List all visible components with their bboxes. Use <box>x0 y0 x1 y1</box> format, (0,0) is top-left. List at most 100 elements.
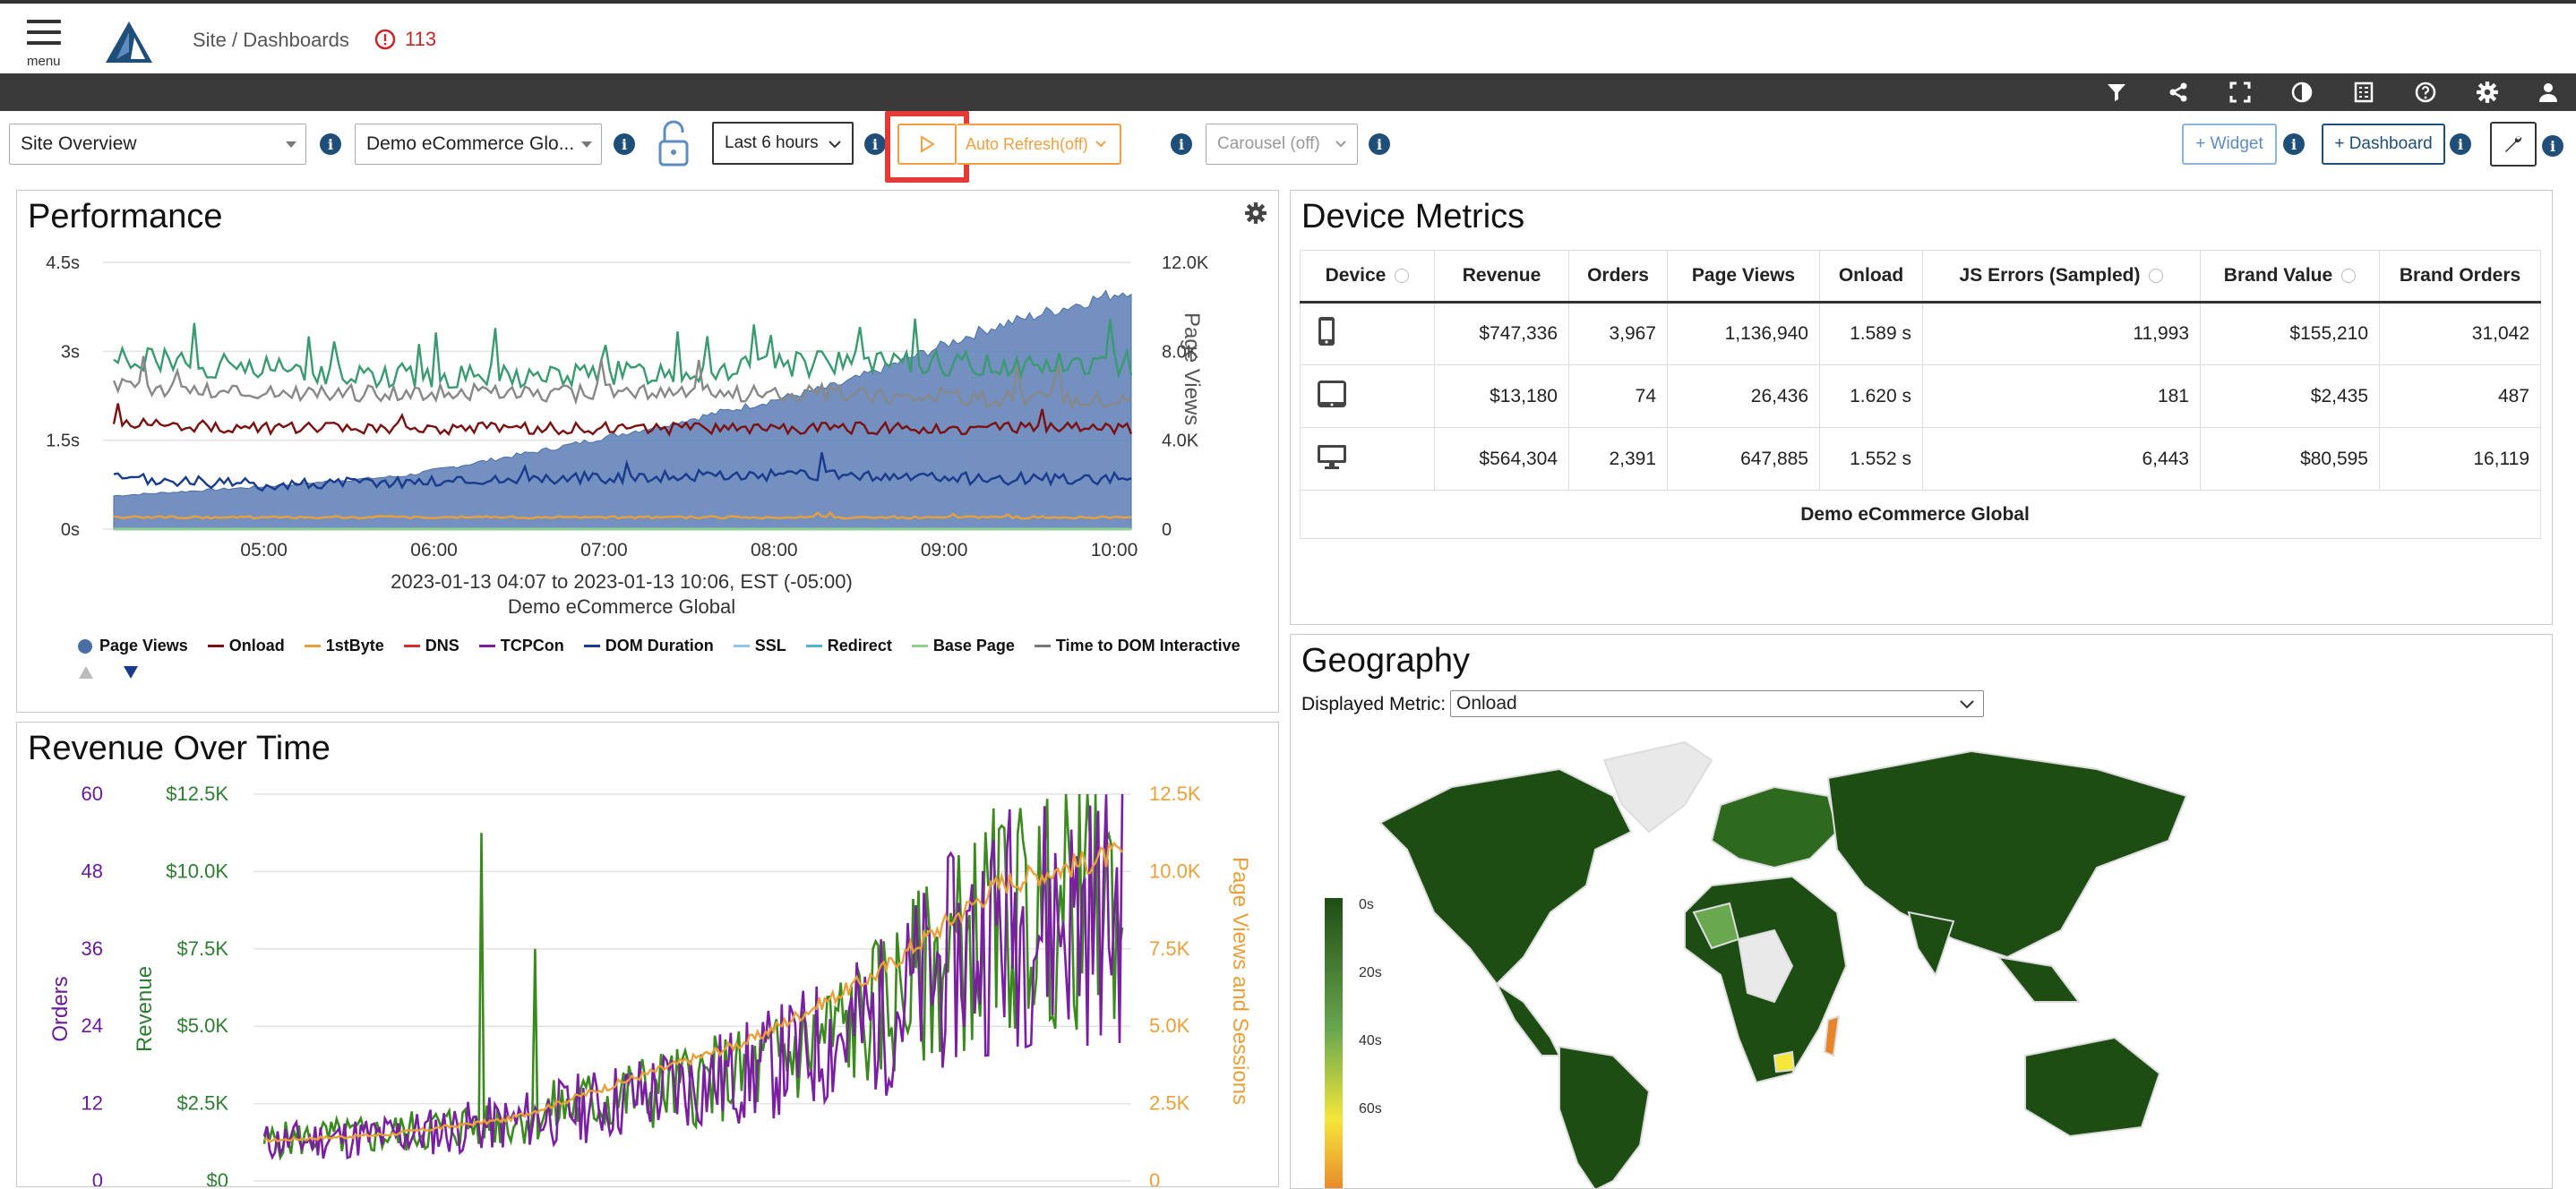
settings-icon[interactable] <box>2474 79 2501 106</box>
dom-duration-line <box>113 452 1132 492</box>
legend-item[interactable]: TCPCon <box>478 637 564 655</box>
column-header[interactable]: Device <box>1300 250 1435 304</box>
app-logo-icon[interactable] <box>104 20 154 69</box>
greenland-region[interactable] <box>1602 740 1713 834</box>
info-circle-icon[interactable] <box>2149 269 2164 284</box>
panel-title: Revenue Over Time <box>28 730 331 767</box>
info-icon[interactable]: i <box>2283 133 2305 155</box>
legend-label: Base Page <box>932 637 1015 654</box>
share-icon[interactable] <box>2165 79 2192 106</box>
southeast-asia-region[interactable] <box>1996 955 2081 1003</box>
india-region[interactable] <box>1907 911 1955 978</box>
legend-item[interactable]: Redirect <box>805 637 892 655</box>
hamburger-icon <box>27 20 61 23</box>
pv-axis-label: Page Views and Sessions <box>1228 857 1252 1105</box>
gear-icon[interactable] <box>1244 201 1267 229</box>
asia-region[interactable] <box>1826 749 2188 959</box>
contrast-icon[interactable] <box>2288 79 2315 106</box>
orders-tick-label: 12 <box>82 1092 103 1115</box>
legend-swatch <box>733 645 750 647</box>
first-byte-line <box>113 510 1132 520</box>
revenue-chart[interactable]: 60 $12.5K 12.5K 48 $10.0K 10.0K 36 $7.5K 7.5K 24 $… <box>17 723 1279 1187</box>
column-header[interactable]: Revenue <box>1434 250 1569 304</box>
alert-icon <box>374 29 396 50</box>
australia-region[interactable] <box>2024 1036 2161 1138</box>
pager-down-icon[interactable] <box>123 665 139 680</box>
unlock-icon[interactable] <box>657 118 690 173</box>
add-dashboard-button[interactable]: + Dashboard <box>2322 124 2445 165</box>
table-footer: Demo eCommerce Global <box>1300 490 2541 539</box>
info-icon[interactable]: i <box>864 133 886 155</box>
displayed-metric-select[interactable]: Onload <box>1450 690 1984 717</box>
revenue-tick-label: $12.5K <box>166 783 228 805</box>
legend-item[interactable]: Time to DOM Interactive <box>1034 637 1241 655</box>
table-row[interactable]: $13,180 74 26,436 1.620 s 181 $2,435 487 <box>1300 364 2541 428</box>
botswana-region[interactable] <box>1773 1050 1796 1074</box>
auto-refresh-dropdown[interactable]: Auto Refresh(off) <box>957 124 1121 165</box>
legend-label: Redirect <box>827 637 892 654</box>
legend-item[interactable]: DNS <box>403 637 459 655</box>
table-row[interactable]: $564,304 2,391 647,885 1.552 s 6,443 $80,595 1… <box>1300 427 2541 491</box>
site-select[interactable]: Site Overview <box>9 124 306 165</box>
legend-item[interactable]: SSL <box>733 637 786 655</box>
info-icon[interactable]: i <box>1171 133 1192 155</box>
device-metrics-panel: Device Metrics Device Revenue Orders Page V… <box>1290 190 2553 625</box>
scale-label: 60s <box>1359 1101 1382 1116</box>
fullscreen-icon[interactable] <box>2227 79 2254 106</box>
europe-region[interactable] <box>1710 785 1839 869</box>
pv-tick-label: 10.0K <box>1149 860 1201 882</box>
displayed-metric-value: Onload <box>1456 693 1517 714</box>
south-america-region[interactable] <box>1558 1045 1651 1189</box>
column-header[interactable]: Brand Orders <box>2379 250 2541 304</box>
edit-tools-button[interactable] <box>2490 122 2537 167</box>
table-row[interactable]: $747,336 3,967 1,136,940 1.589 s 11,993 $155,… <box>1300 302 2541 365</box>
sahel-region[interactable] <box>1692 902 1740 950</box>
pager-up-icon[interactable] <box>78 665 94 680</box>
user-icon[interactable] <box>2535 79 2562 106</box>
info-circle-icon[interactable] <box>1395 269 1410 284</box>
add-widget-button[interactable]: + Widget <box>2182 124 2277 165</box>
orders-tick-label: 36 <box>82 937 103 960</box>
info-circle-icon[interactable] <box>2341 269 2357 284</box>
column-header[interactable]: Orders <box>1568 250 1668 304</box>
madagascar-region[interactable] <box>1823 1014 1841 1057</box>
info-icon[interactable]: i <box>1369 133 1390 155</box>
filter-icon[interactable] <box>2103 79 2130 106</box>
menu-button[interactable]: menu <box>27 20 63 70</box>
world-map[interactable]: 0s 20s 40s 60s <box>1291 733 2553 1189</box>
revenue-panel: Revenue Over Time 60 $12.5K 12.5K 48 $10.0K 1… <box>16 722 1279 1187</box>
info-icon[interactable]: i <box>2450 133 2471 155</box>
hamburger-icon-line <box>27 30 61 34</box>
site-select-value: Site Overview <box>21 133 137 154</box>
legend-item[interactable]: Base Page <box>911 637 1015 655</box>
revenue-tick-label: $10.0K <box>166 860 228 882</box>
column-header-label: Revenue <box>1462 265 1541 286</box>
carousel-value: Carousel (off) <box>1217 134 1320 153</box>
legend-item[interactable]: DOM Duration <box>583 637 714 655</box>
info-icon[interactable]: i <box>614 133 635 155</box>
info-icon[interactable]: i <box>320 133 341 155</box>
column-header[interactable]: Onload <box>1819 250 1923 304</box>
legend-item[interactable]: Onload <box>207 637 285 655</box>
column-header[interactable]: Brand Value <box>2200 250 2380 304</box>
performance-chart[interactable]: 4.5s 12.0K 3s 8.0K 1.5s 4.0K 0s 0 Page Views 05:0… <box>17 191 1279 713</box>
column-header[interactable]: Page Views <box>1667 250 1820 304</box>
app-select[interactable]: Demo eCommerce Glo... <box>355 124 602 165</box>
dashboard-list-icon[interactable] <box>2350 79 2377 106</box>
time-range-select[interactable]: Last 6 hours <box>712 122 854 165</box>
breadcrumb[interactable]: Site / Dashboards <box>193 29 349 51</box>
north-america-region[interactable] <box>1378 767 1633 986</box>
info-icon[interactable]: i <box>2542 135 2563 157</box>
legend-item[interactable]: Page Views <box>78 637 188 655</box>
alerts-indicator[interactable]: 113 <box>374 28 436 51</box>
africa-central-region[interactable] <box>1737 928 1794 1004</box>
legend-item[interactable]: 1stByte <box>304 637 384 655</box>
carousel-select[interactable]: Carousel (off) <box>1206 124 1358 165</box>
help-icon[interactable] <box>2412 79 2439 106</box>
legend-label: Time to DOM Interactive <box>1055 637 1241 654</box>
table-cell: $564,304 <box>1434 427 1569 491</box>
play-button[interactable] <box>897 124 957 165</box>
chevron-down-icon <box>1960 700 1974 709</box>
column-header[interactable]: JS Errors (Sampled) <box>1922 250 2201 304</box>
revenue-tick-label: $2.5K <box>177 1092 229 1115</box>
